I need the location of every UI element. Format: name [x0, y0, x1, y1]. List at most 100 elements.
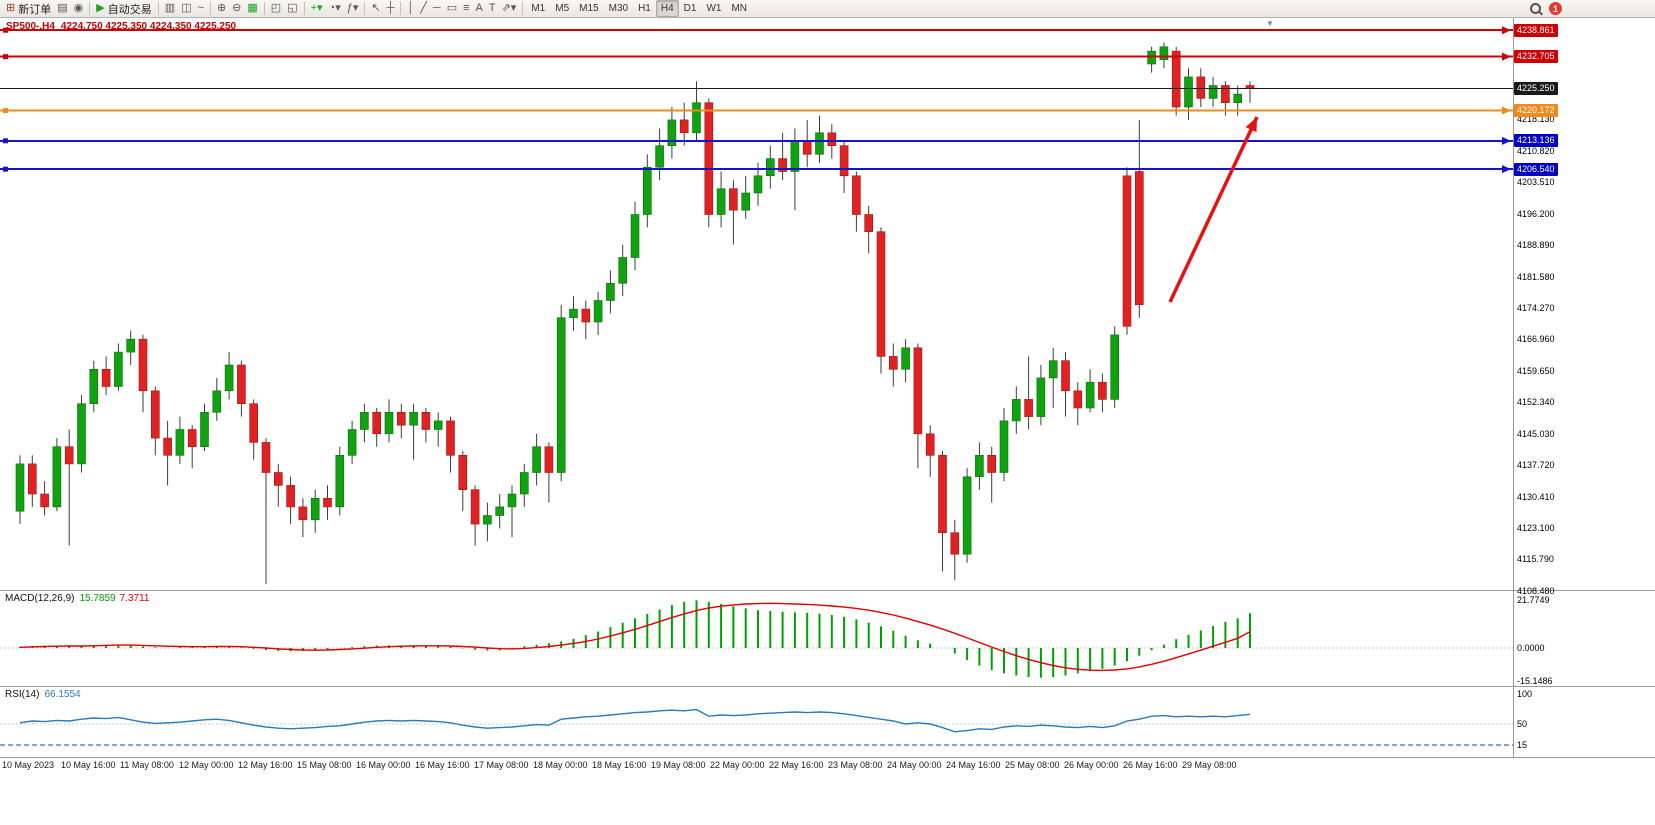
- time-axis-label: 10 May 16:00: [61, 760, 116, 770]
- timeframe-m30-button[interactable]: M30: [608, 3, 629, 14]
- text-label-button[interactable]: T: [486, 1, 499, 17]
- time-axis-label: 12 May 16:00: [238, 760, 293, 770]
- toolbar-separator: [263, 2, 265, 15]
- toolbar-separator: [364, 2, 366, 15]
- price-axis-label: 4152.340: [1517, 397, 1555, 408]
- horizontal-line-button[interactable]: ─: [430, 1, 444, 17]
- indicators-button-icon: ƒ▾: [346, 2, 359, 14]
- macd-axis-label: 0.0000: [1517, 643, 1545, 653]
- candlestick-chart-button-icon: ◫: [181, 2, 192, 14]
- macd-axis-label: 21.7749: [1517, 595, 1550, 606]
- channel-button[interactable]: ▭: [444, 1, 460, 17]
- bar-chart-button-icon: ▥: [164, 2, 176, 14]
- rsi-panel-divider[interactable]: [0, 686, 1655, 687]
- time-axis-label: 12 May 00:00: [179, 760, 234, 770]
- search-icon[interactable]: [1530, 3, 1541, 14]
- autotrade-button[interactable]: ▶ 自动交易: [93, 1, 154, 17]
- fibonacci-button-icon: ≡: [463, 2, 470, 14]
- arrows-button[interactable]: ⇗▾: [499, 1, 520, 17]
- fibonacci-button[interactable]: ≡: [460, 1, 472, 17]
- timeframe-w1-button[interactable]: W1: [706, 3, 722, 14]
- zoom-out-button-icon: ⊖: [232, 2, 242, 14]
- zoom-in-button[interactable]: ⊕: [214, 1, 229, 17]
- market-watch-button[interactable]: ◉: [71, 1, 87, 17]
- rsi-axis-label: 100: [1517, 689, 1533, 699]
- zoom-out-button[interactable]: ⊖: [229, 1, 244, 17]
- macd-panel-label: MACD(12,26,9) 15.7859 7.3711: [5, 593, 149, 604]
- candlestick-chart-button[interactable]: ◫: [178, 1, 194, 17]
- horizontal-line-button-icon: ─: [432, 2, 441, 14]
- timeframe-m5-button[interactable]: M5: [555, 3, 570, 14]
- time-axis-divider: [0, 757, 1655, 758]
- price-axis-label: 4130.410: [1517, 491, 1555, 502]
- cursor-button-icon: ↖: [371, 2, 381, 14]
- time-axis-label: 19 May 08:00: [651, 760, 706, 770]
- notification-badge[interactable]: 1: [1549, 2, 1562, 15]
- time-axis-label: 24 May 16:00: [946, 760, 1001, 770]
- price-level-badge: 4232.705: [1514, 50, 1558, 64]
- cursor-button[interactable]: ↖: [368, 1, 383, 17]
- time-axis-label: 16 May 16:00: [415, 760, 470, 770]
- timeframe-m15-button[interactable]: M15: [579, 3, 599, 14]
- cascade-windows-button[interactable]: ◱: [284, 1, 300, 17]
- time-axis-label: 22 May 16:00: [769, 760, 824, 770]
- add-chart-button[interactable]: +▾: [308, 1, 326, 17]
- time-axis-label: 26 May 16:00: [1123, 760, 1178, 770]
- time-axis-label: 29 May 08:00: [1182, 760, 1237, 770]
- timeframe-m1-button[interactable]: M1: [531, 3, 546, 14]
- text-button[interactable]: A: [473, 1, 486, 17]
- ohlc-values: 4224.750 4225.350 4224.350 4225.250: [60, 21, 237, 32]
- charts-window-button[interactable]: ▤: [54, 1, 70, 17]
- price-axis-label: 4115.790: [1517, 554, 1554, 565]
- time-axis-label: 18 May 00:00: [533, 760, 588, 770]
- price-level-badge: 4238.861: [1514, 23, 1558, 37]
- periods-button[interactable]: ◔▾: [326, 1, 344, 17]
- price-level-lines[interactable]: [0, 26, 1513, 174]
- timeframe-d1-button[interactable]: D1: [683, 3, 697, 14]
- toolbar-separator: [400, 2, 402, 15]
- price-level-badge: 4206.540: [1514, 162, 1558, 176]
- macd-panel-divider[interactable]: [0, 590, 1655, 591]
- toolbar: ⊞ 新订单 ▤ ◉ ▶ 自动交易 ▥ ◫ ~ ⊕ ⊖ ▦ ◰ ◱ +▾ ◔▾ ƒ▾ ↖ ┼ │ ╱ ─ ▭ ≡ A T ⇗▾ M1 M5…: [0, 0, 1655, 18]
- market-watch-button-icon: ◉: [73, 2, 84, 14]
- cascade-windows-button-icon: ◱: [287, 2, 298, 14]
- time-axis-label: 23 May 08:00: [828, 760, 883, 770]
- toolbar-separator: [89, 2, 91, 15]
- text-label-button-icon: T: [488, 2, 496, 14]
- auto-arrange-button[interactable]: ▦: [244, 1, 260, 17]
- vertical-line-button[interactable]: │: [404, 1, 417, 17]
- timeframe-h1-button[interactable]: H1: [638, 3, 651, 14]
- price-axis-label: 4210.820: [1517, 145, 1555, 156]
- arrows-button-icon: ⇗▾: [501, 2, 517, 14]
- trend-arrow-annotation[interactable]: [1168, 116, 1259, 303]
- tile-windows-button[interactable]: ◰: [268, 1, 284, 17]
- timeframe-h4-button[interactable]: H4: [655, 0, 679, 17]
- macd-name: MACD(12,26,9): [5, 593, 75, 604]
- timeframe-mn-button[interactable]: MN: [731, 3, 748, 14]
- price-axis-label: 4166.960: [1517, 334, 1555, 345]
- price-axis-label: 4137.720: [1517, 460, 1555, 471]
- time-axis-label: 22 May 00:00: [710, 760, 765, 770]
- crosshair-button[interactable]: ┼: [384, 1, 398, 17]
- tile-windows-button-icon: ◰: [270, 2, 282, 14]
- text-button-icon: A: [475, 2, 483, 14]
- macd-signal-value: 7.3711: [119, 593, 150, 604]
- bar-chart-button[interactable]: ▥: [162, 1, 178, 17]
- line-chart-button-icon: ~: [197, 2, 204, 14]
- new-order-button[interactable]: ⊞ 新订单: [3, 1, 54, 17]
- price-axis-label: 4203.510: [1517, 177, 1555, 188]
- line-chart-button[interactable]: ~: [195, 1, 207, 17]
- charts-window-button-icon: ▤: [57, 2, 68, 14]
- trendline-button[interactable]: ╱: [417, 1, 430, 17]
- crosshair-button-icon: ┼: [386, 2, 395, 14]
- autotrade-button-label: 自动交易: [107, 3, 152, 16]
- chart-shift-marker-icon[interactable]: ▼: [1266, 19, 1274, 28]
- rsi-axis-label: 15: [1517, 740, 1528, 750]
- macd-axis-label: -15.1486: [1517, 676, 1553, 687]
- auto-arrange-button-icon: ▦: [247, 2, 258, 14]
- price-axis-label: 4174.270: [1517, 302, 1555, 313]
- macd-plot: [0, 600, 1513, 678]
- indicators-button[interactable]: ƒ▾: [344, 1, 362, 17]
- price-axis-label: 4123.100: [1517, 522, 1555, 533]
- time-axis-label: 11 May 08:00: [120, 760, 174, 770]
